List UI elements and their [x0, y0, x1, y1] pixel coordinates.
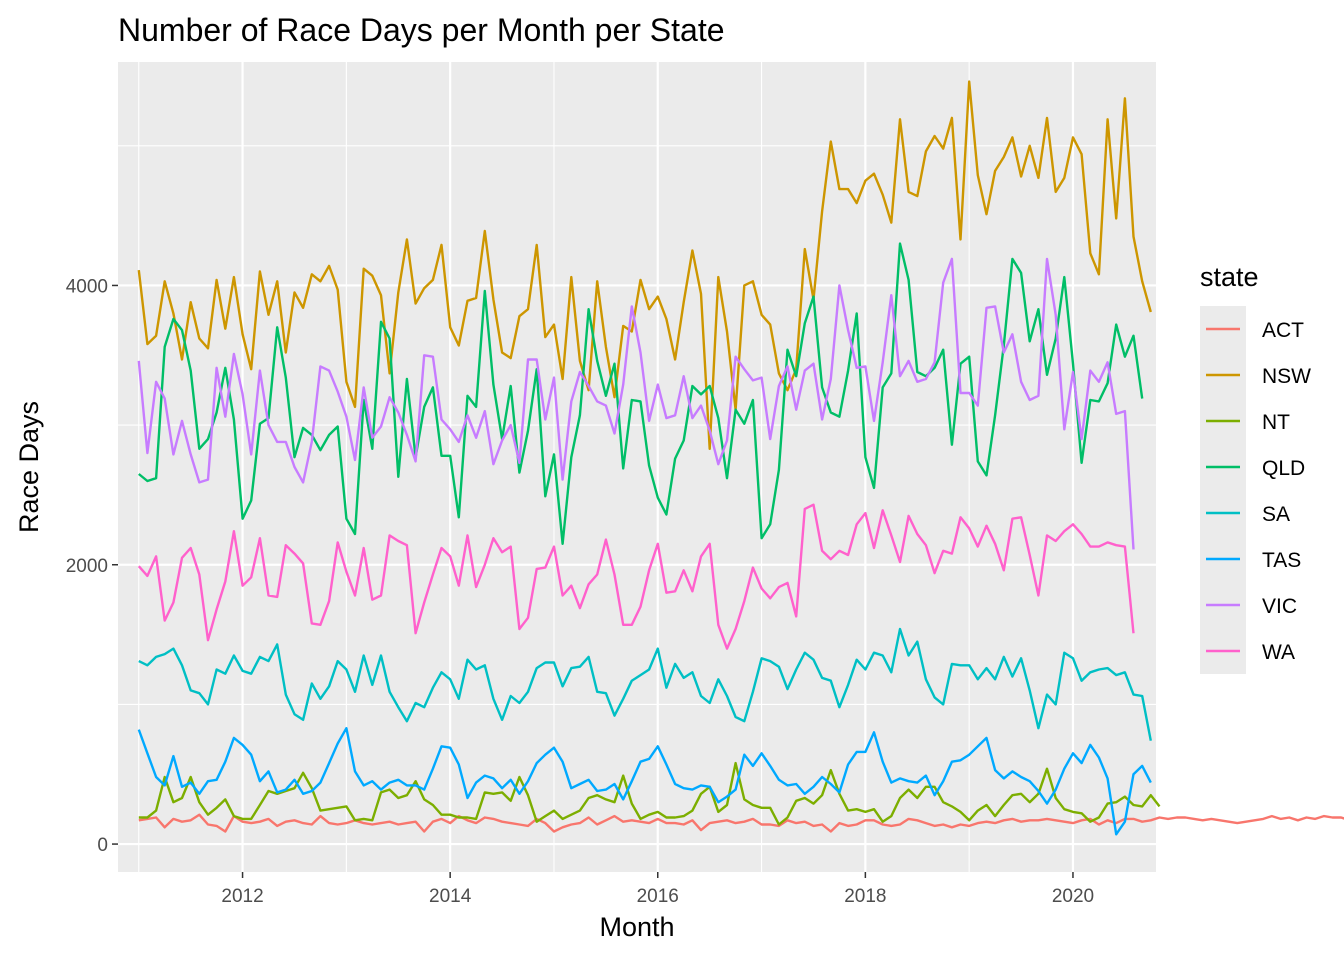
legend-label-act: ACT [1262, 319, 1304, 342]
x-axis: 2012 2014 2016 2018 2020 [221, 872, 1094, 907]
legend-title: state [1200, 262, 1259, 292]
y-axis-title: Race Days [14, 401, 44, 533]
legend-label-nt: NT [1262, 411, 1290, 434]
plot-panel [118, 62, 1156, 872]
series-line-tas [137, 727, 1152, 836]
x-tick-label: 2016 [637, 886, 679, 907]
x-tick-label: 2018 [844, 886, 886, 907]
series-line-act [138, 813, 1344, 833]
y-tick-label: 0 [97, 835, 108, 856]
y-tick-label: 2000 [66, 556, 108, 577]
legend-key-background [1200, 306, 1246, 674]
series-line-vic [137, 257, 1135, 550]
series-line-wa [137, 503, 1135, 650]
series-line-qld [138, 242, 1144, 545]
x-tick-label: 2020 [1052, 886, 1094, 907]
x-axis-title: Month [599, 912, 674, 942]
y-tick-label: 4000 [66, 276, 108, 297]
series-line-nt [138, 761, 1161, 826]
legend: state ACT NSW NT QLD SA TAS VIC WA [1200, 262, 1311, 674]
chart-title: Number of Race Days per Month per State [118, 12, 725, 48]
legend-label-nsw: NSW [1262, 365, 1311, 388]
series-lines [137, 80, 1344, 836]
series-line-nsw [137, 80, 1152, 450]
series-line-sa [138, 627, 1152, 741]
x-tick-label: 2014 [429, 886, 472, 907]
x-tick-label: 2012 [221, 886, 263, 907]
legend-label-wa: WA [1262, 641, 1295, 664]
legend-label-qld: QLD [1262, 457, 1305, 480]
legend-label-tas: TAS [1262, 549, 1301, 572]
y-axis: 0 2000 4000 [66, 276, 118, 856]
legend-label-vic: VIC [1262, 595, 1297, 618]
legend-label-sa: SA [1262, 503, 1290, 526]
